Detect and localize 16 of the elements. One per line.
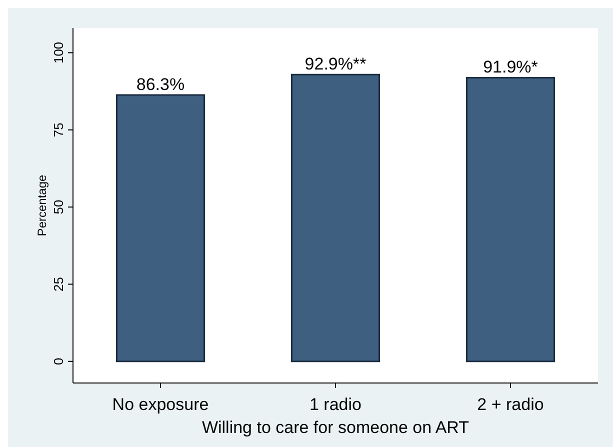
bar: [291, 74, 380, 362]
y-axis-title: Percentage: [35, 174, 49, 236]
y-tick-label: 25: [51, 276, 66, 292]
y-tick-label: 75: [51, 122, 66, 138]
x-tick-label: No exposure: [112, 395, 209, 414]
y-tick-label: 50: [51, 200, 66, 214]
data-label: 92.9%**: [304, 54, 367, 74]
x-axis-title: Willing to care for someone on ART: [202, 418, 470, 437]
x-tick-label: 2 + radio: [477, 395, 544, 414]
y-tick-label: 0: [51, 358, 66, 366]
x-tick-label: 1 radio: [310, 395, 362, 414]
data-label: 91.9%*: [483, 58, 538, 77]
data-label: 86.3%: [136, 74, 185, 94]
y-tick-label: 100: [51, 42, 66, 64]
bar: [116, 94, 205, 362]
bar: [466, 76, 555, 362]
